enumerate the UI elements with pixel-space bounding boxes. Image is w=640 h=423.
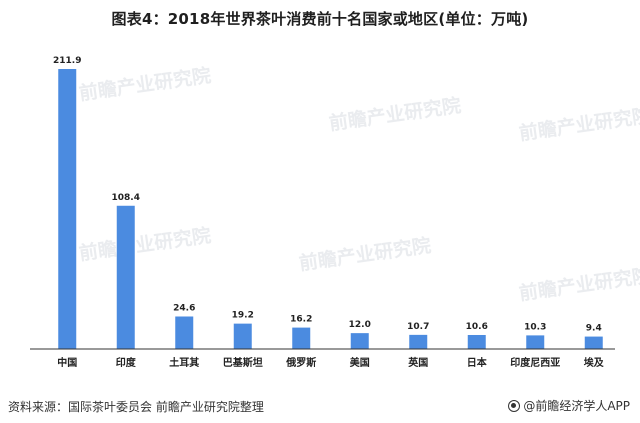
- value-label-2: 108.4: [112, 193, 140, 203]
- category-label-9: 印度尼西亚: [510, 356, 560, 369]
- bar-4: [233, 323, 252, 349]
- value-label-4: 19.2: [232, 311, 254, 321]
- value-label-5: 16.2: [290, 315, 312, 325]
- bar-7: [409, 334, 428, 349]
- value-label-1: 211.9: [53, 56, 81, 66]
- brand-logo-icon: [508, 399, 521, 412]
- bar-10: [584, 336, 603, 349]
- watermark-text: 前瞻产业研究院: [517, 104, 640, 145]
- bars-group: [58, 69, 603, 349]
- category-labels-group: 中国 印度 土耳其 巴基斯坦 俄罗斯 美国 英国 日本 印度尼西亚 埃及: [57, 356, 605, 369]
- bar-5: [292, 327, 311, 349]
- category-label-5: 俄罗斯: [285, 356, 316, 369]
- source-note: 资料来源：国际茶叶委员会 前瞻产业研究院整理: [8, 400, 264, 414]
- chart-title: 图表4：2018年世界茶叶消费前十名国家或地区(单位：万吨): [111, 10, 529, 28]
- watermark-text: 前瞻产业研究院: [77, 224, 212, 265]
- bar-1: [58, 69, 77, 349]
- bar-3: [175, 316, 194, 349]
- value-label-9: 10.3: [524, 322, 546, 332]
- value-label-3: 24.6: [173, 303, 195, 313]
- watermark-text: 前瞻产业研究院: [517, 264, 640, 305]
- bar-9: [526, 335, 545, 349]
- category-label-8: 日本: [467, 356, 488, 369]
- bar-2: [116, 205, 135, 349]
- watermark-text: 前瞻产业研究院: [327, 94, 462, 135]
- category-label-1: 中国: [57, 356, 77, 369]
- value-labels-group: 211.9 108.4 24.6 19.2 16.2 12.0 10.7 10.6 10.3 9.…: [53, 56, 602, 334]
- category-label-2: 印度: [116, 356, 137, 369]
- category-label-10: 埃及: [584, 356, 605, 369]
- bar-8: [467, 334, 486, 349]
- watermark-text: 前瞻产业研究院: [77, 64, 212, 105]
- brand-credit: @前瞻经济学人APP: [508, 397, 630, 414]
- category-label-6: 美国: [350, 356, 370, 369]
- category-label-4: 巴基斯坦: [223, 356, 263, 369]
- bar-6: [350, 333, 369, 349]
- value-label-10: 9.4: [586, 324, 602, 334]
- value-label-6: 12.0: [349, 320, 371, 330]
- brand-label: @前瞻经济学人APP: [523, 399, 630, 413]
- watermark-text: 前瞻产业研究院: [297, 234, 432, 275]
- value-label-7: 10.7: [407, 322, 429, 332]
- category-label-7: 英国: [407, 356, 428, 369]
- value-label-8: 10.6: [466, 322, 488, 332]
- category-label-3: 土耳其: [169, 356, 199, 369]
